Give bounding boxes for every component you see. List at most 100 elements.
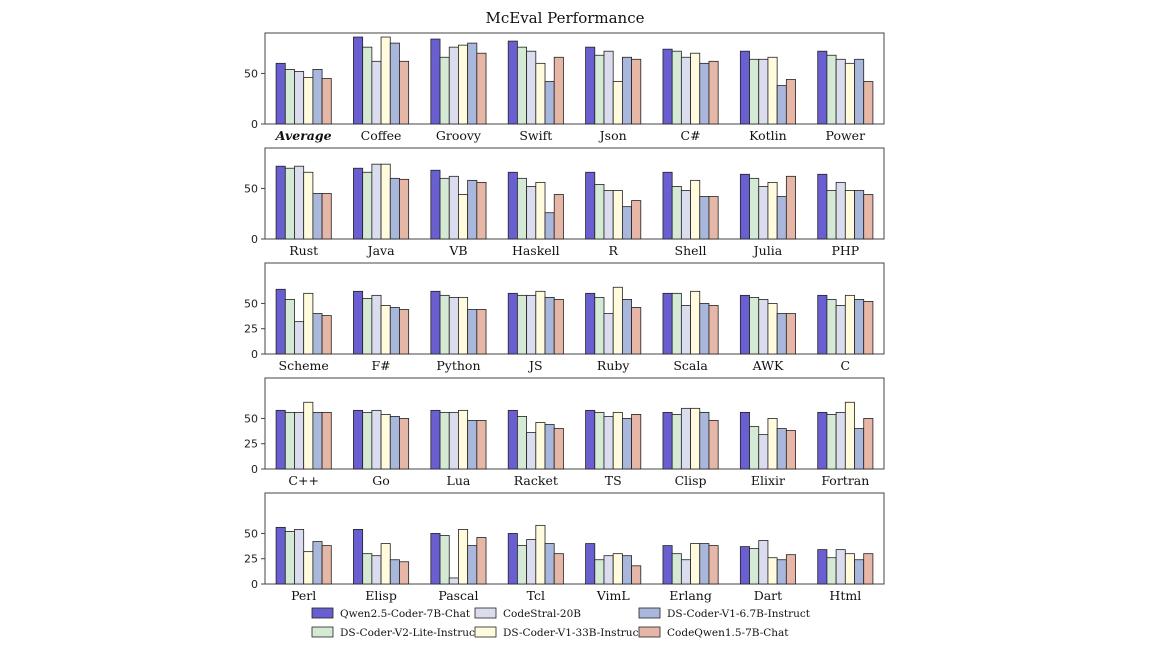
bar — [312, 541, 323, 585]
bar — [612, 553, 623, 585]
category-label: PHP — [831, 243, 859, 258]
bar — [631, 58, 642, 125]
bar — [671, 292, 682, 355]
bar — [785, 175, 796, 240]
bar — [621, 418, 632, 470]
bar — [844, 294, 855, 355]
legend-label: CodeStral-20B — [503, 608, 581, 620]
bar — [776, 85, 787, 125]
bar — [517, 46, 528, 125]
bar-group-Kotlin: Kotlin — [739, 50, 796, 143]
bar — [594, 559, 605, 585]
bar — [535, 524, 546, 585]
panel-4: 0 25 50 C++ Go Lua Racket TS Clisp Elixir Fortran — [244, 377, 885, 488]
y-tick-label: 0 — [251, 118, 258, 131]
bar — [526, 539, 537, 585]
bar — [439, 294, 450, 355]
bar — [294, 165, 305, 240]
bar — [817, 173, 828, 240]
bar — [399, 309, 410, 355]
bar — [603, 416, 614, 470]
bar — [275, 165, 286, 240]
bar — [671, 553, 682, 585]
bar — [690, 407, 701, 470]
bar — [844, 62, 855, 125]
bar — [467, 420, 478, 470]
category-label: Json — [598, 128, 627, 143]
panel-frame — [264, 262, 885, 355]
y-tick-label: 50 — [244, 527, 258, 540]
bar — [662, 545, 673, 585]
bar — [826, 413, 837, 470]
bar — [362, 46, 373, 125]
bar — [612, 190, 623, 240]
bar — [594, 411, 605, 470]
bar — [362, 411, 373, 470]
bar-group-Groovy: Groovy — [430, 38, 487, 143]
y-tick-label: 0 — [251, 233, 258, 246]
bar — [312, 69, 323, 125]
bar-group-Dart: Dart — [739, 540, 796, 603]
bar — [739, 50, 750, 125]
category-label: Swift — [519, 128, 552, 143]
bar — [553, 298, 564, 355]
bar — [631, 413, 642, 470]
bar — [284, 69, 295, 125]
bar — [430, 290, 441, 355]
legend-label: Qwen2.5-Coder-7B-Chat — [340, 608, 471, 620]
y-tick-label: 0 — [251, 578, 258, 591]
bar — [739, 173, 750, 240]
bar — [662, 48, 673, 125]
bar — [612, 411, 623, 470]
bar — [303, 77, 314, 125]
bar — [321, 78, 332, 125]
bar — [380, 36, 391, 125]
bar — [844, 401, 855, 470]
bar — [275, 62, 286, 125]
legend-item: DS-Coder-V1-6.7B-Instruct — [638, 607, 811, 620]
category-label: Perl — [291, 588, 316, 603]
category-label: Average — [275, 128, 332, 143]
bar — [294, 321, 305, 355]
bar — [835, 58, 846, 125]
category-label: Kotlin — [749, 128, 787, 143]
y-tick-label: 25 — [244, 438, 258, 451]
panel-3: 0 25 50 Scheme F# Python JS Ruby Scala AWK C — [244, 262, 885, 373]
bar — [284, 298, 295, 355]
bar — [371, 294, 382, 355]
bar — [312, 313, 323, 355]
category-label: Scala — [673, 358, 708, 373]
bar — [517, 294, 528, 355]
bar — [585, 46, 596, 125]
bar — [854, 58, 865, 125]
bar — [749, 58, 760, 125]
bar — [826, 190, 837, 240]
bar-group-Rust: Rust — [275, 165, 332, 258]
bar — [439, 177, 450, 240]
category-label: Clisp — [675, 473, 707, 488]
bar — [671, 413, 682, 470]
bar — [458, 529, 469, 585]
bar — [284, 167, 295, 240]
bar — [294, 529, 305, 585]
bar — [835, 305, 846, 355]
bar — [535, 422, 546, 470]
bar-group-Json: Json — [585, 46, 642, 143]
bar — [585, 543, 596, 585]
bar-group-Racket: Racket — [507, 409, 564, 488]
category-label: TS — [605, 473, 622, 488]
bar — [680, 559, 691, 585]
bar-group-R: R — [585, 171, 642, 258]
bar — [353, 529, 364, 585]
category-label: C# — [681, 128, 701, 143]
bar — [749, 177, 760, 240]
bar — [476, 52, 487, 125]
bar — [739, 546, 750, 585]
category-label: Julia — [752, 243, 783, 258]
bar-group-C++: C++ — [275, 401, 332, 488]
bar — [321, 193, 332, 240]
bar — [631, 200, 642, 240]
legend-label: DS-Coder-V1-6.7B-Instruct — [667, 608, 811, 620]
bar — [817, 50, 828, 125]
legend-label: CodeQwen1.5-7B-Chat — [667, 627, 789, 639]
